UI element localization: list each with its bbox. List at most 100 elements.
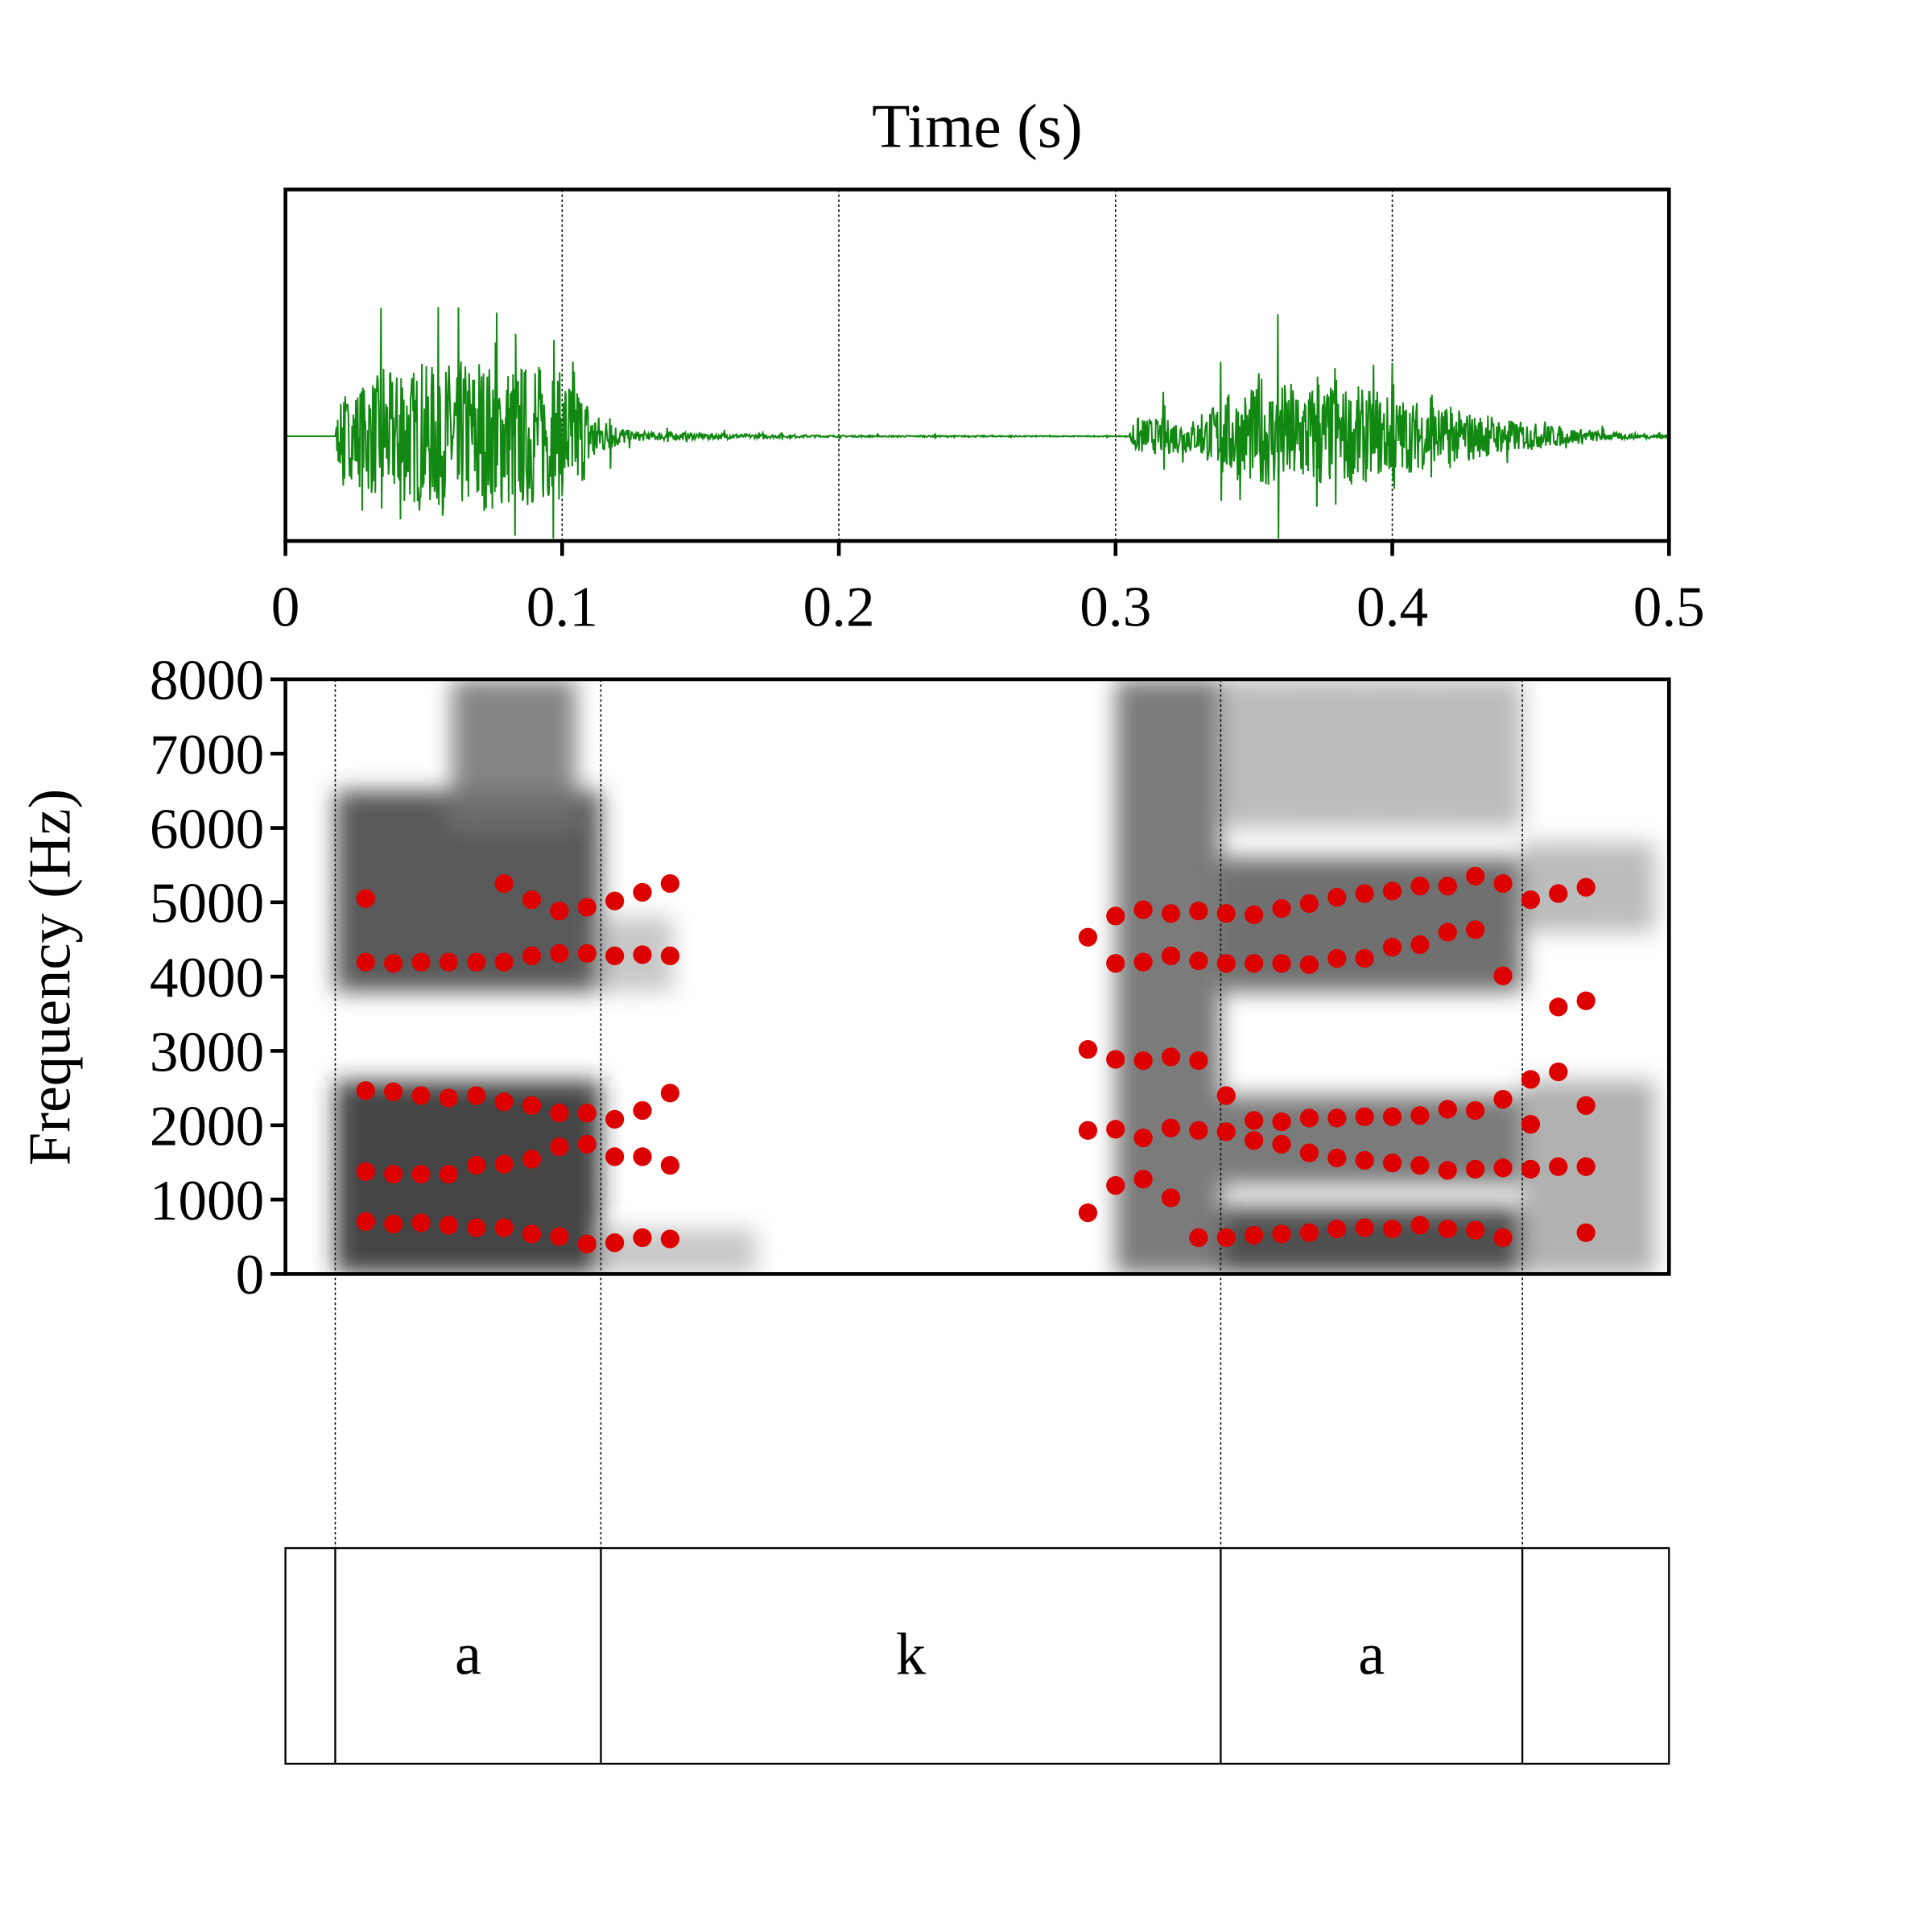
formant-point [1161, 1047, 1181, 1067]
formant-point [1161, 946, 1181, 966]
formant-point [660, 1156, 679, 1175]
formant-point [1493, 966, 1513, 985]
formant-point [633, 945, 652, 964]
formant-point [494, 952, 514, 972]
spectrogram-glottal-striation [352, 1080, 356, 1274]
spectrogram-glottal-striation [1315, 679, 1319, 828]
formant-point [356, 1212, 375, 1231]
formant-point [356, 1081, 375, 1100]
spectrogram-glottal-striation [1636, 842, 1640, 932]
spectrogram-glottal-striation [487, 1080, 492, 1274]
spectrogram-glottal-striation [1237, 679, 1241, 828]
formant-point [1133, 1128, 1153, 1148]
formant-point [1078, 1040, 1098, 1059]
spectrogram-glottal-striation [1488, 857, 1493, 992]
spectrogram-panel: 0 1000 2000 3000 4000 5000 6000 7000 8000 Freque… [18, 650, 1671, 1549]
spectrogram-glottal-striation [506, 1080, 511, 1274]
textgrid-interval-label: a [1358, 1621, 1385, 1687]
spectrogram-glottal-striation [656, 917, 660, 992]
spectrogram-glottal-striation [410, 791, 414, 992]
spectrogram-glottal-striation [1257, 679, 1261, 828]
formant-point [633, 882, 652, 902]
waveform-frame [283, 188, 1671, 543]
formant-point [356, 1162, 375, 1182]
x-tick-label: 0 [271, 576, 300, 638]
formant-point [1438, 923, 1457, 942]
formant-point [1355, 1150, 1374, 1170]
formant-point [1382, 937, 1402, 957]
spectrogram-energy-region [1115, 679, 1221, 1274]
spectrogram-glottal-striation [1257, 857, 1261, 992]
formant-point [1078, 927, 1098, 947]
spectrogram-glottal-striation [545, 791, 550, 992]
formant-point [1410, 935, 1430, 955]
spectrogram-glottal-striation [487, 791, 492, 992]
formant-point [384, 1214, 403, 1234]
spectrogram-glottal-striation [1430, 679, 1435, 828]
formant-point [1438, 1220, 1457, 1239]
formant-point [1106, 1175, 1125, 1195]
spectrogram-glottal-striation [429, 1080, 433, 1274]
formant-point [1161, 1188, 1181, 1208]
spectrogram-glottal-striation [1636, 1080, 1640, 1274]
formant-point [660, 1084, 679, 1103]
formant-point [633, 1100, 652, 1121]
spectrogram-glottal-striation [1508, 679, 1513, 828]
formant-point [1438, 1161, 1457, 1180]
formant-point [1549, 1157, 1568, 1176]
x-tick-label: 0.2 [803, 576, 875, 638]
formant-point [1245, 954, 1264, 973]
spectrogram-glottal-striation [526, 791, 530, 992]
formant-point [1355, 1218, 1374, 1237]
formant-point [1382, 881, 1402, 901]
formant-point [1382, 1220, 1402, 1239]
textgrid-interval-label: a [455, 1621, 481, 1687]
formant-point [439, 1088, 459, 1108]
formant-point [660, 1229, 679, 1249]
x-tick-label: 0.1 [526, 576, 598, 638]
spectrogram-glottal-striation [1450, 679, 1455, 828]
formant-point [1106, 906, 1125, 926]
spectrogram-glottal-striation [468, 791, 473, 992]
spectrogram-glottal-striation [1209, 679, 1214, 1274]
formant-point [1106, 954, 1125, 973]
formant-point [1272, 954, 1291, 973]
spectrogram-glottal-striation [1353, 1095, 1358, 1185]
formant-point [1521, 890, 1541, 910]
spectrogram-energy-region [1220, 1207, 1523, 1274]
formant-point [1521, 1159, 1541, 1179]
spectrogram-glottal-striation [1508, 1095, 1513, 1185]
spectrogram-glottal-striation [1276, 857, 1280, 992]
spectrogram-glottal-striation [1488, 1095, 1493, 1185]
formant-point [522, 1096, 542, 1115]
spectrogram-glottal-striation [1237, 857, 1241, 992]
formant-point [1521, 1114, 1541, 1134]
formant-point [356, 889, 375, 908]
spectrogram-glottal-striation [1237, 1207, 1241, 1274]
formant-point [1133, 1170, 1153, 1189]
y-tick-label: 2000 [150, 1096, 264, 1158]
spectrogram-glottal-striation [564, 1080, 569, 1274]
formant-point [1466, 920, 1485, 939]
formant-point [1189, 1121, 1208, 1140]
formant-point [1466, 866, 1485, 886]
formant-point [577, 943, 597, 963]
spectrogram-glottal-striation [1430, 857, 1435, 992]
formant-point [1078, 1203, 1098, 1223]
formant-point [605, 1109, 625, 1129]
formant-point [439, 952, 459, 972]
spectrogram-energy-region [1220, 679, 1523, 828]
spectrogram-glottal-striation [468, 1080, 473, 1274]
formant-point [439, 1164, 459, 1184]
spectrogram-glottal-striation [656, 1229, 660, 1274]
formant-point [1493, 873, 1513, 894]
spectrogram-glottal-striation [1411, 1207, 1416, 1274]
formant-point [1133, 952, 1153, 972]
spectrogram-glottal-striation [695, 1229, 699, 1274]
spectrogram-glottal-striation [714, 1229, 719, 1274]
formant-point [1106, 1050, 1125, 1069]
spectrogram-glottal-striation [1315, 1207, 1319, 1274]
spectrogram-glottal-striation [1353, 1207, 1358, 1274]
formant-point [577, 1104, 597, 1123]
